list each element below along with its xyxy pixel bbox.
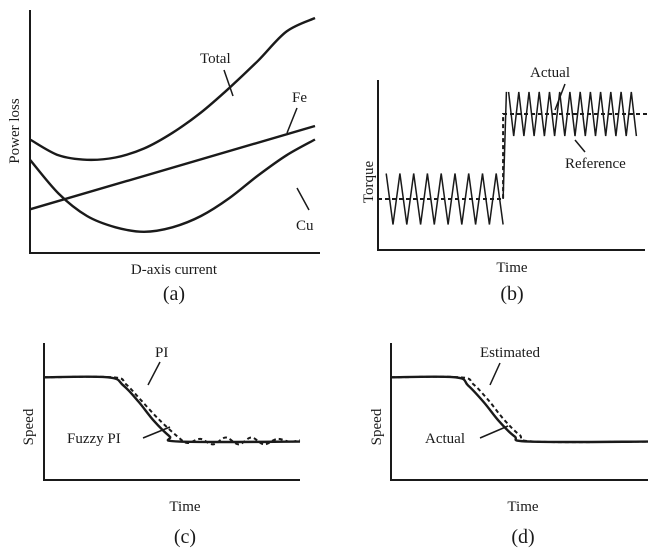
panel-b: Torque Time (b) Actual Reference (361, 65, 650, 305)
panel-a-plot (29, 16, 316, 233)
series-label-actual-d: Actual (425, 431, 465, 447)
series-label-fuzzy-pi: Fuzzy PI (67, 431, 121, 447)
leader-actual-b (554, 83, 566, 111)
series-label-pi: PI (155, 345, 168, 361)
series-label-reference-b: Reference (565, 156, 626, 172)
panel-b-axes (377, 80, 645, 251)
panel-c-plot (43, 375, 301, 446)
panel-b-xlabel: Time (496, 260, 527, 276)
series-c-fuzzy-pi (43, 375, 301, 444)
panel-d-caption: (d) (511, 526, 534, 548)
leader-reference-b (574, 139, 586, 153)
series-label-fe: Fe (292, 90, 307, 106)
panel-c-xlabel: Time (169, 499, 200, 515)
leader-fe (286, 107, 298, 134)
leader-fuzzy-pi (142, 426, 171, 439)
series-a-cu (29, 138, 316, 233)
panel-c-ylabel: Speed (21, 408, 37, 445)
leader-pi (147, 361, 161, 386)
panel-b-caption: (b) (500, 283, 523, 305)
panel-d-ylabel: Speed (369, 408, 385, 445)
leader-actual-d (479, 425, 509, 439)
series-b-actual-seg-1 (507, 91, 638, 137)
series-b-actual-rise (502, 91, 508, 200)
series-d-actual (390, 375, 649, 444)
panel-c: Speed Time (c) PI Fuzzy PI (21, 343, 301, 548)
panel-a-ylabel: Power loss (7, 98, 23, 164)
panel-a: Power loss D-axis current (a) Total Fe C… (7, 10, 320, 305)
leader-total (223, 69, 234, 97)
series-label-cu: Cu (296, 218, 314, 234)
panel-d-plot (390, 375, 649, 444)
panel-a-axes (29, 10, 320, 254)
panel-c-axes (43, 343, 300, 481)
panel-b-plot (378, 91, 650, 225)
panel-a-xlabel: D-axis current (131, 262, 218, 278)
panel-d: Speed Time (d) Estimated Actual (369, 343, 649, 548)
series-a-fe (29, 124, 316, 211)
panel-d-axes (390, 343, 648, 481)
series-b-actual-seg-0 (385, 173, 504, 225)
series-label-total: Total (200, 51, 231, 67)
leader-cu (296, 187, 310, 211)
panel-a-caption: (a) (163, 283, 185, 305)
panel-b-ylabel: Torque (361, 161, 377, 204)
series-label-actual-b: Actual (530, 65, 570, 81)
leader-estimated (489, 362, 501, 386)
series-label-estimated: Estimated (480, 345, 540, 361)
panel-d-xlabel: Time (507, 499, 538, 515)
series-a-total (29, 16, 316, 162)
panel-c-caption: (c) (174, 526, 196, 548)
series-b-reference (378, 113, 650, 200)
